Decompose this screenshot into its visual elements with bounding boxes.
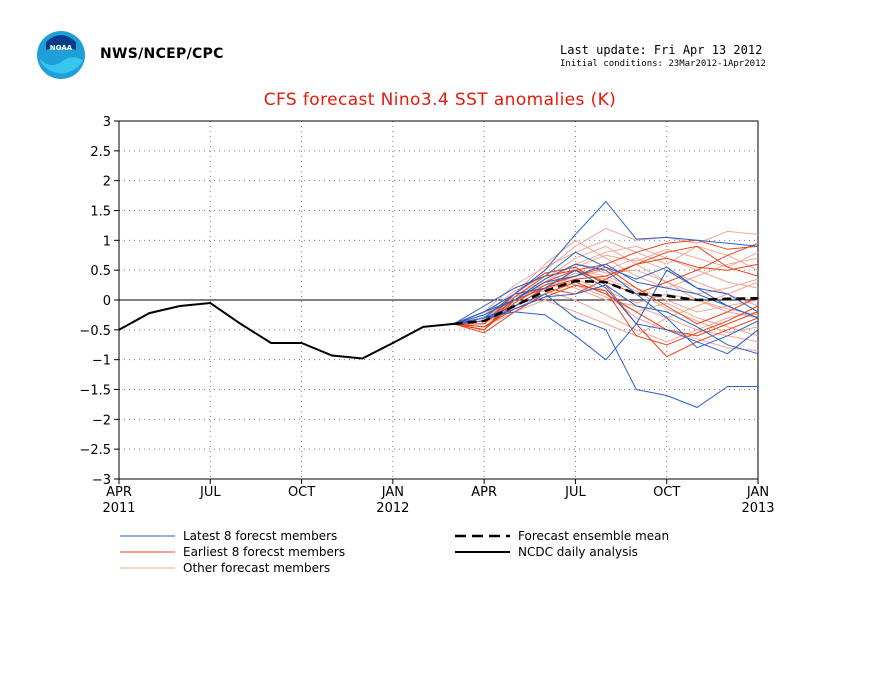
x-tick-label: APR <box>106 485 132 500</box>
noaa-logo: NOAA <box>37 31 85 79</box>
y-tick-label: 2 <box>103 175 111 190</box>
legend-label: Forecast ensemble mean <box>518 529 669 543</box>
legend-label: Earliest 8 forecst members <box>183 545 345 559</box>
chart-title: CFS forecast Nino3.4 SST anomalies (K) <box>263 90 617 110</box>
latest-member-line <box>453 269 759 361</box>
x-tick-label: JUL <box>564 485 586 500</box>
earliest-member-line <box>453 245 759 325</box>
initial-conditions: Initial conditions: 23Mar2012-1Apr2012 <box>560 59 766 69</box>
latest-member-line <box>453 263 759 349</box>
earliest-member-line <box>453 284 759 346</box>
y-tick-label: 1.5 <box>90 205 111 220</box>
logo-text: NOAA <box>50 44 73 52</box>
grid <box>119 121 758 479</box>
latest-member-line <box>453 293 758 408</box>
x-year-label: 2013 <box>741 501 774 516</box>
x-tick-label: APR <box>471 485 497 500</box>
x-tick-label: OCT <box>653 485 680 500</box>
x-year-label: 2011 <box>102 501 135 516</box>
last-update: Last update: Fri Apr 13 2012 <box>560 43 763 57</box>
latest-member-line <box>453 200 759 325</box>
x-tick-label: JUL <box>199 485 221 500</box>
y-tick-label: 3 <box>103 115 111 130</box>
y-tick-label: 0 <box>103 294 111 309</box>
y-tick-label: −1 <box>92 354 111 369</box>
earliest-member-line <box>453 281 759 337</box>
y-tick-label: 1 <box>103 234 111 249</box>
y-tick-label: −0.5 <box>79 324 111 339</box>
x-tick-label: OCT <box>288 485 315 500</box>
ensemble-mean-line <box>453 279 759 326</box>
latest-member-line <box>453 269 759 355</box>
y-tick-label: −3 <box>92 473 111 488</box>
x-tick-label: JAN <box>746 485 769 500</box>
org-name: NWS/NCEP/CPC <box>100 46 224 62</box>
legend-label: Other forecast members <box>183 561 330 575</box>
legend: Latest 8 forecst members Earliest 8 forec… <box>120 529 669 575</box>
other-member-line <box>453 281 759 337</box>
latest-member-line <box>453 251 759 325</box>
latest-member-line <box>453 284 759 355</box>
series-layer <box>118 200 759 408</box>
y-tick-label: −1.5 <box>79 384 111 399</box>
y-tick-label: 2.5 <box>90 145 111 160</box>
x-year-label: 2012 <box>376 501 409 516</box>
legend-label: Latest 8 forecst members <box>183 529 337 543</box>
analysis-line <box>118 301 454 360</box>
latest-member-line <box>453 263 759 325</box>
y-tick-label: −2 <box>92 413 111 428</box>
axes: 32.521.510.50−0.5−1−1.5−2−2.5−3APR2011JU… <box>79 115 774 516</box>
y-tick-label: −2.5 <box>79 443 111 458</box>
y-tick-label: 0.5 <box>90 264 111 279</box>
legend-label: NCDC daily analysis <box>518 545 638 559</box>
x-tick-label: JAN <box>381 485 404 500</box>
